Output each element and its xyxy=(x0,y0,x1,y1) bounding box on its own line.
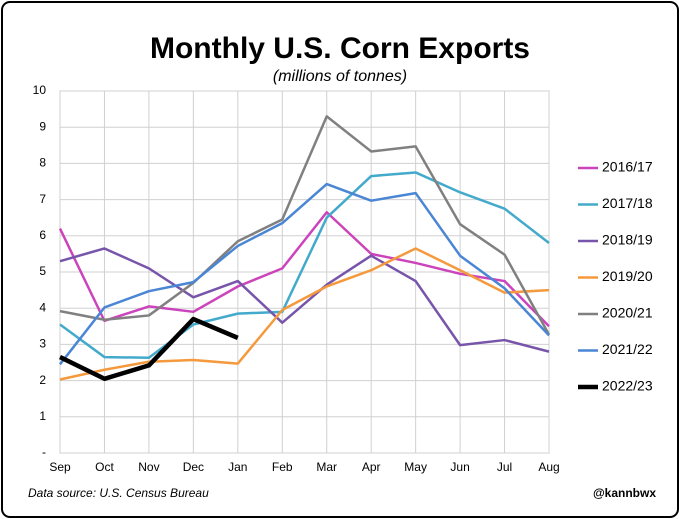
series-line xyxy=(59,171,550,360)
source-note: Data source: U.S. Census Bureau xyxy=(28,486,209,500)
series-line xyxy=(59,247,550,381)
legend-label: 2016/17 xyxy=(602,159,653,175)
x-tick-label: Apr xyxy=(362,460,381,474)
y-tick-label: 3 xyxy=(39,337,46,351)
x-tick-label: Oct xyxy=(95,460,114,474)
x-tick-label: Jan xyxy=(228,460,247,474)
legend-label: 2019/20 xyxy=(602,268,653,284)
y-tick-label: 2 xyxy=(39,373,46,387)
x-tick-label: Feb xyxy=(272,460,293,474)
y-tick-label: 6 xyxy=(39,228,46,242)
y-tick-label: 1 xyxy=(39,409,46,423)
chart-title: Monthly U.S. Corn Exports xyxy=(150,32,530,65)
series-line xyxy=(59,115,551,336)
legend-label: 2018/19 xyxy=(602,232,653,248)
legend-label: 2017/18 xyxy=(602,195,653,211)
y-tick-label: - xyxy=(42,445,46,459)
x-tick-label: May xyxy=(404,460,427,474)
x-tick-label: Jul xyxy=(497,460,512,474)
legend-label: 2022/23 xyxy=(602,378,653,394)
x-tick-label: Aug xyxy=(538,460,559,474)
legend-label: 2020/21 xyxy=(602,305,653,321)
series-line xyxy=(59,247,550,353)
y-tick-label: 4 xyxy=(39,300,46,314)
x-tick-label: Jun xyxy=(450,460,469,474)
x-tick-label: Dec xyxy=(183,460,204,474)
y-tick-label: 7 xyxy=(39,192,46,206)
x-tick-label: Mar xyxy=(316,460,337,474)
x-tick-label: Nov xyxy=(138,460,159,474)
y-tick-label: 5 xyxy=(39,264,46,278)
chart-subtitle: (millions of tonnes) xyxy=(273,68,407,85)
y-tick-label: 8 xyxy=(39,156,46,170)
legend-label: 2021/22 xyxy=(602,341,653,357)
x-tick-label: Sep xyxy=(49,460,71,474)
y-tick-label: 9 xyxy=(39,119,46,133)
series-line xyxy=(59,316,239,382)
series-line xyxy=(59,182,550,366)
credit: @kannbwx xyxy=(593,486,656,500)
y-tick-label: 10 xyxy=(33,83,47,97)
